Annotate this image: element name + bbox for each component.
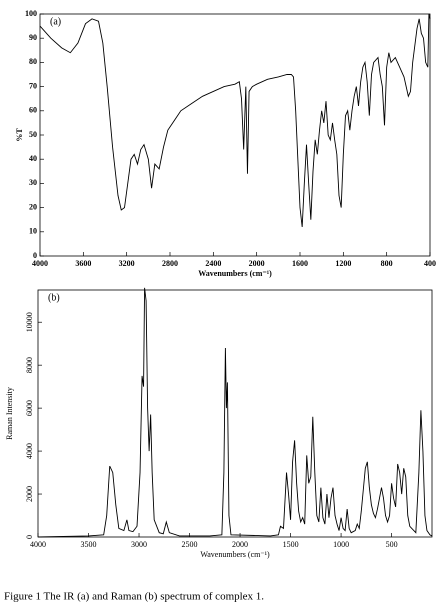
y-tick-label: 2000: [25, 486, 34, 502]
x-tick-label: 4000: [30, 540, 46, 549]
caption: Figure 1 The IR (a) and Raman (b) spectr…: [4, 591, 264, 603]
panel-label: (a): [50, 16, 61, 27]
y-tick-label: 60: [29, 106, 37, 115]
y-tick-label: 40: [29, 154, 37, 163]
x-axis-label: Wavenumbers (cm⁻¹): [198, 269, 272, 278]
x-tick-label: 2000: [232, 540, 248, 549]
y-tick-label: 50: [29, 130, 37, 139]
y-tick-label: 90: [29, 33, 37, 42]
y-tick-label: 70: [29, 81, 37, 90]
y-tick-label: 6000: [25, 400, 34, 416]
x-tick-label: 1000: [333, 540, 349, 549]
y-tick-label: 100: [25, 9, 37, 18]
y-tick-label: 4000: [25, 443, 34, 459]
x-tick-label: 3200: [119, 259, 135, 268]
y-tick-label: 0: [25, 535, 34, 539]
y-tick-label: 0: [33, 251, 37, 260]
y-tick-label: 80: [29, 57, 37, 66]
y-axis-label: Raman Intensity: [5, 387, 14, 440]
x-tick-label: 2800: [162, 259, 178, 268]
x-tick-label: 2400: [205, 259, 221, 268]
plot-frame: [39, 13, 431, 257]
plot-frame: [37, 289, 433, 538]
x-tick-label: 3500: [81, 540, 97, 549]
panel-label: (b): [48, 292, 60, 303]
x-tick-label: 1500: [283, 540, 299, 549]
x-tick-label: 400: [424, 259, 436, 268]
x-tick-label: 1600: [292, 259, 308, 268]
x-tick-label: 800: [381, 259, 393, 268]
x-axis-label: Wavenumbers (cm⁻¹): [200, 550, 270, 559]
x-tick-label: 500: [386, 540, 398, 549]
spectrum-line: [37, 287, 433, 538]
x-tick-label: 3000: [131, 540, 147, 549]
y-axis-label: %T: [15, 128, 24, 142]
x-tick-label: 3600: [75, 259, 91, 268]
y-tick-label: 30: [29, 178, 37, 187]
spectrum-line: [39, 13, 431, 228]
y-tick-label: 10: [29, 227, 37, 236]
x-tick-label: 2500: [182, 540, 198, 549]
x-tick-label: 1200: [335, 259, 351, 268]
y-tick-label: 10000: [25, 312, 34, 332]
y-tick-label: 8000: [25, 357, 34, 373]
y-tick-label: 20: [29, 202, 37, 211]
x-tick-label: 4000: [32, 259, 48, 268]
x-tick-label: 2000: [249, 259, 265, 268]
